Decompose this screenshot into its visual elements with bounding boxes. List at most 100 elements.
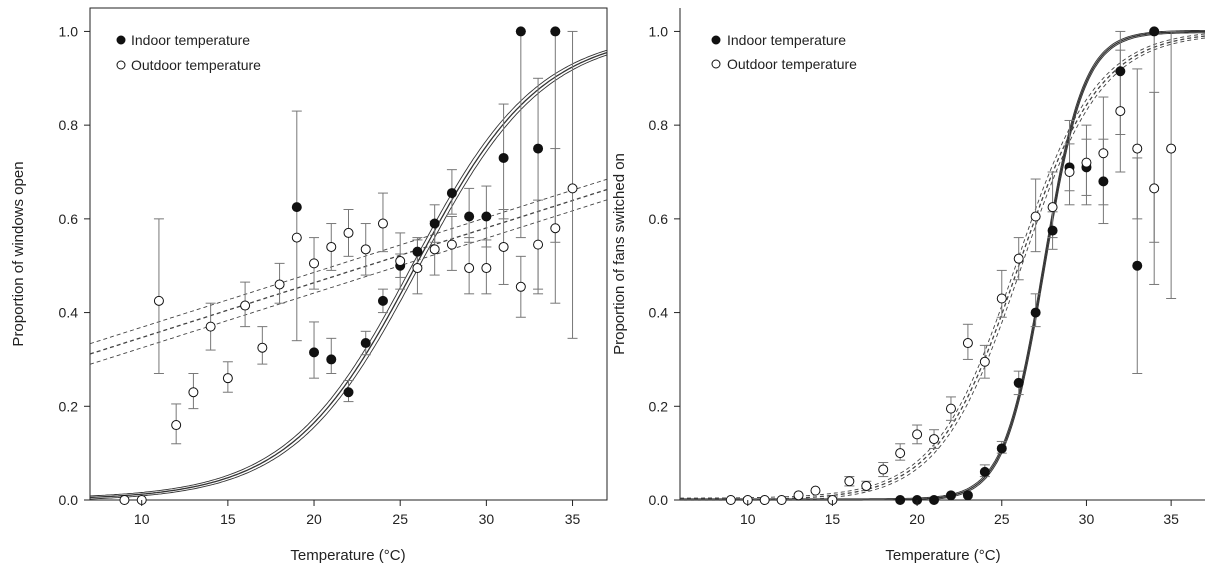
right-point-outdoor xyxy=(1081,157,1092,168)
right-point-indoor xyxy=(996,443,1007,454)
left-y-tick-label: 0.2 xyxy=(59,398,79,414)
right-point-indoor xyxy=(1149,26,1160,37)
left-legend: Indoor temperature Outdoor temperature xyxy=(116,32,261,73)
left-fit-outdoor-band xyxy=(89,178,608,345)
left-point-outdoor xyxy=(291,232,302,243)
left-point-outdoor xyxy=(153,295,164,306)
right-legend: Indoor temperature Outdoor temperature xyxy=(711,32,857,72)
right-x-tick-label: 15 xyxy=(825,511,841,527)
right-point-indoor xyxy=(1047,225,1058,236)
left-y-tick-label: 0.4 xyxy=(59,305,79,321)
left-x-ticks: 10 15 20 25 30 35 xyxy=(134,500,581,527)
left-x-tick-label: 25 xyxy=(392,511,408,527)
right-point-outdoor xyxy=(1132,143,1143,154)
left-point-indoor xyxy=(533,143,544,154)
right-point-outdoor xyxy=(1013,253,1024,264)
right-point-outdoor xyxy=(1166,143,1177,154)
left-point-indoor xyxy=(429,218,440,229)
left-point-indoor xyxy=(326,354,337,365)
right-point-outdoor xyxy=(945,403,956,414)
left-fit-indoor-band xyxy=(89,54,608,500)
left-y-axis-label: Proportion of windows open xyxy=(10,161,27,346)
right-legend-marker-outdoor xyxy=(711,59,721,69)
right-y-ticks: 0.0 0.2 0.4 0.6 0.8 1.0 xyxy=(649,23,680,508)
right-point-outdoor xyxy=(810,485,821,496)
left-legend-label-indoor: Indoor temperature xyxy=(131,32,250,48)
left-y-tick-label: 0.0 xyxy=(59,492,79,508)
right-y-tick-label: 0.0 xyxy=(649,492,669,508)
left-point-outdoor xyxy=(205,321,216,332)
left-markers xyxy=(119,26,578,505)
left-point-indoor xyxy=(481,211,492,222)
right-point-outdoor xyxy=(929,434,940,445)
right-fit-lines xyxy=(680,29,1205,501)
right-error-bars xyxy=(844,30,1177,492)
left-point-outdoor xyxy=(343,227,354,238)
left-point-indoor xyxy=(360,338,371,349)
left-point-indoor xyxy=(446,188,457,199)
left-fit-indoor-line xyxy=(89,51,608,499)
right-chart: 10 15 20 25 30 35 0.0 0.2 0.4 0.6 0.8 1.0 Indoor t… xyxy=(611,8,1205,564)
right-x-tick-label: 10 xyxy=(740,511,756,527)
left-fit-lines xyxy=(89,49,608,500)
right-fit-outdoor-band xyxy=(680,33,1205,499)
right-point-outdoor xyxy=(979,356,990,367)
left-point-outdoor xyxy=(274,279,285,290)
right-point-indoor xyxy=(1030,307,1041,318)
left-fit-indoor-band xyxy=(89,49,608,497)
right-x-tick-label: 30 xyxy=(1079,511,1095,527)
right-y-tick-label: 1.0 xyxy=(649,23,669,39)
right-point-indoor xyxy=(1115,66,1126,77)
left-point-outdoor xyxy=(309,258,320,269)
right-point-outdoor xyxy=(861,480,872,491)
left-y-tick-label: 0.8 xyxy=(59,117,79,133)
right-legend-label-outdoor: Outdoor temperature xyxy=(727,56,857,72)
right-point-indoor xyxy=(895,495,906,505)
right-point-indoor xyxy=(979,466,990,477)
left-x-tick-label: 20 xyxy=(306,511,322,527)
right-x-ticks: 10 15 20 25 30 35 xyxy=(740,500,1179,527)
right-point-outdoor xyxy=(962,338,973,349)
left-x-tick-label: 35 xyxy=(565,511,581,527)
left-point-outdoor xyxy=(550,223,561,234)
left-x-tick-label: 15 xyxy=(220,511,236,527)
right-y-tick-label: 0.6 xyxy=(649,211,669,227)
right-point-indoor xyxy=(1098,176,1109,187)
left-point-outdoor xyxy=(171,420,182,431)
left-point-outdoor xyxy=(498,241,509,252)
right-fit-outdoor-line xyxy=(680,35,1205,501)
left-point-outdoor xyxy=(188,387,199,398)
right-point-outdoor xyxy=(725,495,736,505)
right-x-tick-label: 20 xyxy=(909,511,925,527)
left-point-outdoor xyxy=(326,241,337,252)
right-point-outdoor xyxy=(1047,202,1058,213)
right-fit-outdoor-band xyxy=(680,37,1205,501)
right-y-tick-label: 0.2 xyxy=(649,398,669,414)
right-point-indoor xyxy=(929,495,940,505)
left-point-outdoor xyxy=(464,263,475,274)
left-point-indoor xyxy=(291,202,302,213)
left-point-outdoor xyxy=(360,244,371,255)
right-point-outdoor xyxy=(912,429,923,440)
right-point-indoor xyxy=(945,490,956,501)
right-point-indoor xyxy=(962,490,973,501)
left-legend-marker-outdoor xyxy=(116,60,126,70)
left-point-outdoor xyxy=(395,256,406,267)
left-x-tick-label: 30 xyxy=(479,511,495,527)
left-point-outdoor xyxy=(515,281,526,292)
left-point-outdoor xyxy=(240,300,251,311)
left-point-outdoor xyxy=(429,244,440,255)
left-x-tick-label: 10 xyxy=(134,511,150,527)
left-point-outdoor xyxy=(412,263,423,274)
left-plot-frame xyxy=(89,7,608,501)
right-point-indoor xyxy=(1013,377,1024,388)
right-point-outdoor xyxy=(759,495,770,505)
right-point-indoor xyxy=(1132,260,1143,271)
left-point-outdoor xyxy=(222,373,233,384)
right-fit-indoor-band xyxy=(680,32,1205,501)
right-axes xyxy=(679,8,1205,501)
right-point-outdoor xyxy=(878,464,889,475)
right-x-tick-label: 25 xyxy=(994,511,1010,527)
left-point-outdoor xyxy=(567,183,578,194)
